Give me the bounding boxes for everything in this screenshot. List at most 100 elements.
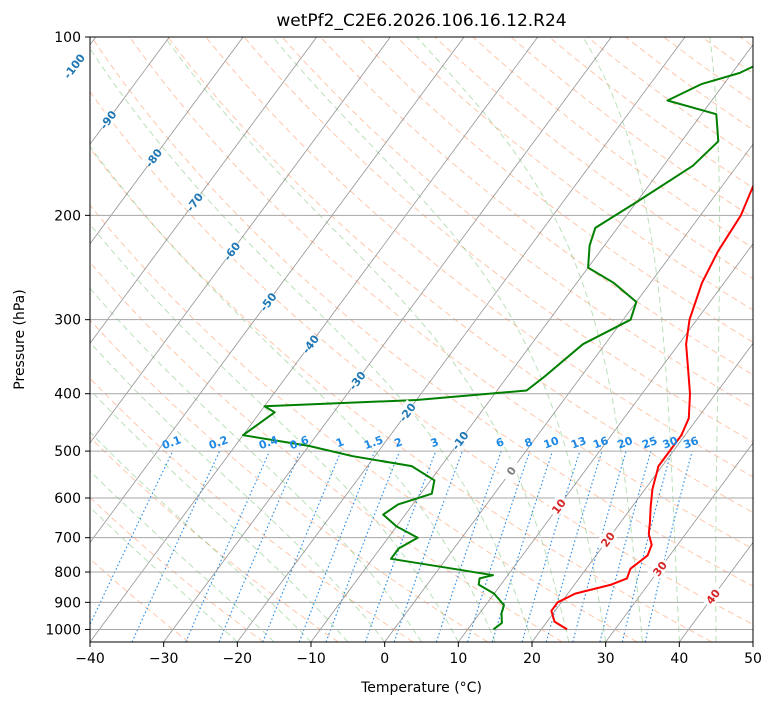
dry-adiabat <box>358 37 753 343</box>
isotherm-label: -20 <box>397 400 420 424</box>
isotherm-label-bg <box>255 289 279 314</box>
mixing-ratio-line <box>621 450 672 642</box>
dry-adiabat <box>396 37 753 311</box>
mixing-ratio-line <box>364 450 437 642</box>
dewpoint-profile <box>242 65 753 631</box>
y-tick-label: 300 <box>54 313 81 329</box>
isotherm-line <box>90 37 465 544</box>
temperature-profile <box>550 183 753 631</box>
isotherm-label-bg <box>546 493 570 518</box>
isotherm-line <box>605 442 753 642</box>
x-tick-label: −10 <box>296 651 326 667</box>
moist-adiabat <box>90 389 349 642</box>
isotherm-label: -30 <box>346 369 369 393</box>
isotherm-label-bg <box>700 583 724 609</box>
pressure-gridlines <box>90 37 753 630</box>
moist-adiabat <box>416 37 643 642</box>
mixing-ratio-line <box>393 450 463 642</box>
dry-adiabat <box>167 37 753 514</box>
dry-adiabat <box>90 37 753 587</box>
mixing-ratio-label: 16 <box>591 434 610 452</box>
x-tick-label: −40 <box>75 651 105 667</box>
isotherm-line <box>90 37 170 145</box>
mixing-ratio-label: 30 <box>661 434 680 452</box>
mixing-ratio-line <box>325 450 401 642</box>
mixing-ratio-label: 3 <box>429 435 441 450</box>
isotherm-line <box>163 37 612 642</box>
mixing-ratio-label: 0.4 <box>257 433 280 452</box>
dry-adiabat <box>319 37 753 376</box>
mixing-ratio-line <box>185 450 271 642</box>
chart-title: wetPf2_C2E6.2026.106.16.12.R24 <box>276 11 566 31</box>
isotherm-label-bg <box>498 458 523 483</box>
moist-adiabat <box>90 470 275 642</box>
x-axis: −40 −30 −20 −10 0 10 20 30 40 50 <box>75 642 762 667</box>
moist-adiabat <box>90 287 422 642</box>
x-tick-label: 30 <box>597 651 615 667</box>
mixing-ratio-line <box>572 450 627 642</box>
plot-frame <box>89 36 754 643</box>
isotherm-label-bg <box>595 526 619 552</box>
mixing-ratio-label: 10 <box>542 434 561 452</box>
y-tick-label: 600 <box>54 491 81 507</box>
y-tick-label: 200 <box>54 208 81 224</box>
dry-adiabat <box>90 261 563 642</box>
mixing-ratio-label: 1 <box>334 435 346 450</box>
dry-adiabat <box>90 558 190 642</box>
y-tick-label: 500 <box>54 444 81 460</box>
isotherm-line <box>752 641 753 642</box>
mixing-ratio-label: 36 <box>682 434 701 452</box>
mixing-ratio-line <box>466 450 531 642</box>
dry-adiabat <box>90 90 753 626</box>
isotherm-label-bg <box>141 145 165 170</box>
mixing-ratio-line <box>491 450 554 642</box>
isotherm-label: -40 <box>300 332 323 356</box>
dry-adiabat <box>90 147 712 642</box>
dry-adiabat <box>90 436 339 642</box>
y-tick-label: 400 <box>54 387 81 403</box>
isotherm-line <box>384 143 753 642</box>
mixing-ratio-line <box>262 450 342 642</box>
isotherm-line <box>679 541 753 642</box>
moist-adiabat <box>90 223 459 642</box>
y-tick-label: 900 <box>54 595 81 611</box>
y-tick-label: 100 <box>54 30 81 46</box>
mixing-ratio-label: 6 <box>494 435 506 450</box>
isotherm-line <box>237 37 686 642</box>
moist-adiabat <box>90 506 238 642</box>
dry-adiabat <box>701 37 753 75</box>
moist-adiabat <box>90 47 533 642</box>
isotherm-label: -60 <box>221 239 244 263</box>
line-labels: 0.10.20.40.611.52346810131620253036-100-… <box>61 51 724 609</box>
dry-adiabat <box>548 37 753 189</box>
isotherm-label-bg <box>182 189 206 214</box>
dry-adiabat <box>90 204 638 642</box>
isotherm-line <box>90 37 244 245</box>
dry-adiabat <box>90 377 414 642</box>
dry-adiabat <box>90 496 264 642</box>
moist-adiabat <box>164 37 570 642</box>
isotherm-label-bg <box>95 107 119 132</box>
x-tick-label: −20 <box>223 651 253 667</box>
dry-adiabat <box>90 319 488 642</box>
isotherm-label-bg <box>647 555 671 581</box>
mixing-ratio-line <box>218 450 302 642</box>
mixing-ratio-label: 0.2 <box>207 433 230 452</box>
x-tick-label: 50 <box>744 651 762 667</box>
moist-adiabat <box>90 431 312 642</box>
moist-adiabat <box>272 37 607 642</box>
mixing-ratio-line <box>599 450 652 642</box>
dry-adiabat <box>663 37 753 103</box>
dry-adiabat <box>739 37 753 47</box>
mixing-ratio-label: 1.5 <box>362 433 385 452</box>
y-axis: 100 200 300 400 500 600 700 800 900 1000 <box>45 30 90 638</box>
x-tick-label: 10 <box>449 651 467 667</box>
isotherm-line <box>90 37 318 345</box>
dry-adiabat <box>510 37 753 219</box>
mixing-ratio-label: 20 <box>616 434 635 452</box>
isotherm-line <box>531 342 753 642</box>
x-tick-label: −30 <box>149 651 179 667</box>
x-axis-label: Temperature (°C) <box>360 680 482 696</box>
mixing-ratio-label: 13 <box>569 434 588 451</box>
